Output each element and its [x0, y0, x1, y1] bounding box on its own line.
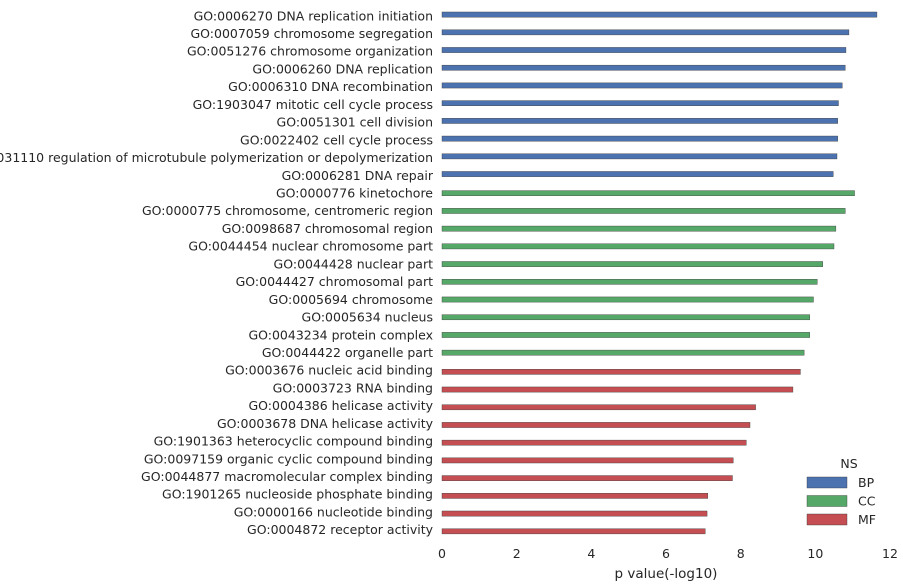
bar-bp-3: [441, 64, 846, 71]
bar-mf-25: [441, 457, 734, 464]
bar-cc-11: [441, 208, 846, 214]
category-label: GO:0003678 DNA helicase activity: [217, 416, 434, 431]
category-label: GO:0004872 receptor activity: [247, 522, 434, 537]
category-label: GO:0005634 nucleus: [302, 310, 433, 325]
x-tick-label: 2: [513, 546, 521, 561]
category-label: GO:0044877 macromolecular complex bindin…: [141, 469, 433, 484]
category-label: GO:0006260 DNA replication: [252, 61, 433, 76]
bar-bp-6: [441, 118, 838, 124]
x-tick-label: 10: [807, 546, 823, 561]
category-label: GO:0006281 DNA repair: [282, 168, 434, 183]
bar-mf-20: [441, 369, 801, 375]
bar-mf-28: [441, 510, 708, 517]
category-label: GO:0044422 organelle part: [262, 345, 433, 360]
bar-mf-29: [441, 528, 706, 535]
category-label: GO:0098687 chromosomal region: [222, 221, 433, 236]
bar-mf-22: [441, 404, 756, 411]
bar-cc-12: [441, 225, 837, 232]
bar-mf-24: [441, 439, 747, 446]
bar-bp-1: [441, 29, 850, 36]
category-label: GO:0044427 chromosomal part: [236, 274, 433, 289]
category-label: GO:1903047 mitotic cell cycle process: [193, 97, 433, 112]
x-tick-label: 0: [438, 546, 446, 561]
bar-bp-5: [441, 100, 839, 106]
x-tick-label: 4: [587, 546, 595, 561]
category-label: GO:1901265 nucleoside phosphate binding: [162, 487, 433, 502]
bar-cc-16: [441, 296, 814, 303]
x-axis-ticks: 0 2 4 6 8 10 12: [438, 546, 898, 561]
bar-cc-10: [441, 190, 855, 197]
category-label: GO:0000775 chromosome, centromeric regio…: [142, 203, 433, 218]
legend-title: NS: [840, 456, 857, 471]
category-label: GO:0006310 DNA recombination: [228, 79, 433, 94]
legend-label-cc: CC: [858, 494, 876, 509]
category-label: GO:0051301 cell division: [277, 115, 433, 130]
category-label: GO:0097159 organic cyclic compound bindi…: [144, 451, 433, 466]
x-tick-label: 12: [882, 546, 898, 561]
bar-bp-8: [441, 153, 838, 160]
category-label: GO:1901363 heterocyclic compound binding: [154, 434, 433, 449]
bar-bp-0: [441, 11, 878, 18]
bar-bp-2: [441, 47, 847, 53]
x-tick-label: 6: [662, 546, 670, 561]
bar-bp-9: [441, 171, 834, 177]
category-label: GO:0044428 nuclear part: [274, 256, 434, 271]
bar-mf-27: [441, 493, 709, 499]
category-label: GO:0005694 chromosome: [269, 292, 434, 307]
x-tick-label: 8: [737, 546, 745, 561]
bar-mf-21: [441, 386, 794, 393]
category-label: GO:0000166 nucleotide binding: [234, 504, 433, 519]
bar-mf-26: [441, 475, 733, 481]
category-label: GO:0003723 RNA binding: [273, 380, 433, 395]
category-label: GO:0043234 protein complex: [248, 327, 433, 342]
legend-label-mf: MF: [858, 512, 876, 527]
legend-swatch-mf: [806, 513, 848, 526]
x-axis-title: p value(-log10): [615, 566, 718, 582]
bar-cc-19: [441, 349, 805, 356]
category-label: GO:0051276 chromosome organization: [187, 44, 433, 59]
category-label: GO:0044454 nuclear chromosome part: [188, 239, 433, 254]
category-label: GO:0007059 chromosome segregation: [190, 26, 433, 41]
legend-label-bp: BP: [858, 475, 875, 490]
bar-mf-23: [441, 422, 751, 428]
category-labels: GO:0006270 DNA replication initiation GO:…: [0, 8, 434, 537]
category-label: GO:0031110 regulation of microtubule pol…: [0, 150, 433, 165]
bar-cc-15: [441, 279, 818, 285]
legend: NS BP CC MF: [806, 456, 876, 527]
bar-bp-4: [441, 82, 843, 89]
legend-swatch-bp: [806, 476, 848, 489]
category-label: GO:0004386 helicase activity: [248, 398, 433, 413]
bar-cc-18: [441, 332, 810, 338]
bars-layer: [441, 11, 878, 535]
bar-cc-14: [441, 261, 823, 267]
category-label: GO:0022402 cell cycle process: [240, 132, 433, 147]
category-label: GO:0006270 DNA replication initiation: [194, 8, 433, 23]
category-label: GO:0003676 nucleic acid binding: [225, 363, 433, 378]
legend-swatch-cc: [806, 495, 848, 507]
bar-bp-7: [441, 135, 838, 142]
bar-cc-13: [441, 243, 835, 250]
category-label: GO:0000776 kinetochore: [276, 186, 433, 201]
bar-cc-17: [441, 314, 810, 321]
